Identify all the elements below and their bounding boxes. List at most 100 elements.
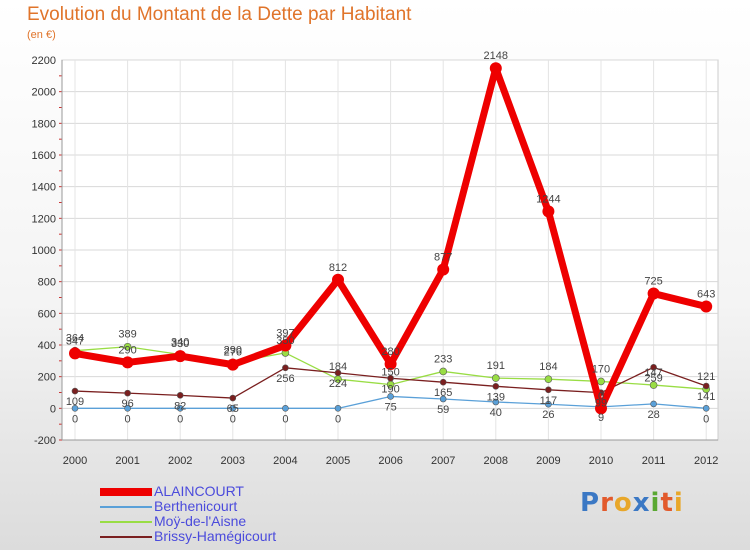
data-point-alaincourt (69, 347, 81, 360)
data-point-berthenicourt (334, 405, 342, 412)
data-label: 877 (434, 251, 452, 263)
data-point-brissy-hamegicourt (650, 364, 657, 371)
y-tick-label: 800 (38, 277, 56, 289)
y-tick-label: 600 (38, 308, 56, 320)
data-label: 276 (224, 347, 242, 359)
x-tick-label: 2008 (484, 455, 508, 467)
data-label: 9 (598, 412, 604, 424)
data-point-brissy-hamegicourt (282, 364, 289, 372)
logo-letter: o (613, 488, 633, 518)
data-label: 0 (335, 413, 341, 425)
data-label: 2148 (484, 50, 508, 62)
data-label: 1244 (536, 193, 560, 205)
chart-title: Evolution du Montant de la Dette par Hab… (27, 4, 412, 25)
data-point-alaincourt (279, 339, 292, 352)
x-tick-label: 2011 (642, 455, 666, 467)
data-point-moy-de-l-aisne (123, 342, 132, 351)
legend-swatch-berthenicourt (100, 506, 152, 508)
x-tick-label: 2002 (168, 455, 192, 467)
line-chart: -200020040060080010001200140016001800200… (32, 50, 719, 467)
data-label: 99 (595, 398, 607, 410)
y-tick-label: -200 (34, 435, 56, 447)
y-tick-label: 2200 (32, 55, 56, 67)
legend-label-brissy-hamegicourt: Brissy-Hamégicourt (154, 528, 277, 544)
data-label: 0 (703, 413, 709, 425)
logo-letter: P (580, 488, 601, 518)
data-label: 170 (592, 363, 610, 375)
data-label: 0 (125, 413, 131, 425)
chart-subtitle: (en €) (27, 29, 56, 41)
data-point-berthenicourt (71, 405, 79, 412)
x-tick-label: 2006 (378, 455, 402, 467)
x-tick-label: 2001 (115, 455, 139, 467)
x-tick-label: 2009 (536, 455, 560, 467)
data-point-alaincourt (384, 358, 397, 370)
data-point-berthenicourt (545, 400, 552, 408)
data-label: 259 (644, 372, 662, 384)
data-label: 0 (282, 413, 288, 425)
data-label: 96 (121, 398, 133, 410)
data-label: 725 (644, 276, 662, 288)
data-point-alaincourt (647, 287, 660, 300)
x-tick-label: 2003 (221, 455, 245, 467)
data-label: 117 (540, 395, 558, 407)
legend-item-brissy-hamegicourt: Brissy-Hamégicourt (100, 528, 330, 545)
data-point-brissy-hamegicourt (439, 378, 447, 386)
data-point-brissy-hamegicourt (176, 392, 184, 399)
y-tick-label: 0 (50, 403, 56, 415)
x-tick-label: 2010 (589, 455, 613, 467)
data-label: 0 (72, 413, 78, 425)
logo-letter: t (660, 488, 674, 518)
data-point-brissy-hamegicourt (71, 387, 79, 395)
data-label: 109 (66, 396, 84, 408)
logo-letter: x (632, 488, 651, 518)
data-point-berthenicourt (282, 405, 289, 412)
data-point-brissy-hamegicourt (229, 394, 237, 402)
y-tick-label: 1000 (32, 245, 56, 257)
data-point-berthenicourt (439, 395, 447, 403)
data-point-berthenicourt (387, 393, 394, 400)
legend-item-moy-de-l-aisne: Moÿ-de-l'Aisne (100, 514, 330, 530)
data-label: 0 (598, 390, 604, 402)
data-label: 141 (697, 391, 715, 403)
data-point-brissy-hamegicourt (492, 383, 500, 390)
data-label: 75 (384, 401, 396, 413)
data-label: 150 (381, 367, 399, 379)
data-point-brissy-hamegicourt (387, 374, 394, 382)
x-tick-label: 2005 (326, 455, 350, 467)
data-point-brissy-hamegicourt (545, 386, 552, 394)
data-label: 812 (329, 262, 347, 274)
data-point-alaincourt (121, 356, 134, 369)
data-point-berthenicourt (702, 405, 710, 412)
data-point-brissy-hamegicourt (124, 389, 131, 397)
data-label: 184 (539, 361, 557, 373)
data-label: 290 (224, 344, 242, 356)
y-tick-label: 1800 (32, 118, 56, 130)
data-label: 28 (647, 409, 659, 421)
data-point-berthenicourt (650, 400, 657, 408)
data-label: 65 (227, 403, 239, 415)
legend-swatch-alaincourt (100, 488, 152, 496)
data-point-moy-de-l-aisne (544, 375, 553, 384)
legend-swatch-moy-de-l-aisne (100, 521, 152, 523)
data-label: 0 (230, 413, 236, 425)
y-tick-label: 1400 (32, 182, 56, 194)
legend: ALAINCOURT Berthenicourt Moÿ-de-l'Aisne … (100, 484, 330, 545)
data-point-moy-de-l-aisne (597, 377, 605, 386)
logo-letter: i (650, 488, 661, 518)
data-point-alaincourt (542, 205, 555, 218)
y-tick-label: 200 (38, 372, 56, 384)
legend-swatch-brissy-hamegicourt (100, 536, 152, 538)
data-point-alaincourt (595, 402, 607, 415)
legend-item-berthenicourt: Berthenicourt (100, 499, 330, 515)
x-tick-label: 2007 (431, 455, 455, 467)
data-label: 340 (171, 337, 189, 349)
y-tick-label: 1200 (32, 213, 56, 225)
data-point-berthenicourt (176, 405, 184, 412)
data-label: 330 (171, 338, 189, 350)
data-label: 233 (434, 353, 452, 365)
x-tick-label: 2004 (273, 455, 297, 467)
logo-letter: r (600, 488, 614, 518)
data-label: 280 (381, 346, 399, 358)
data-label: 139 (487, 391, 505, 403)
